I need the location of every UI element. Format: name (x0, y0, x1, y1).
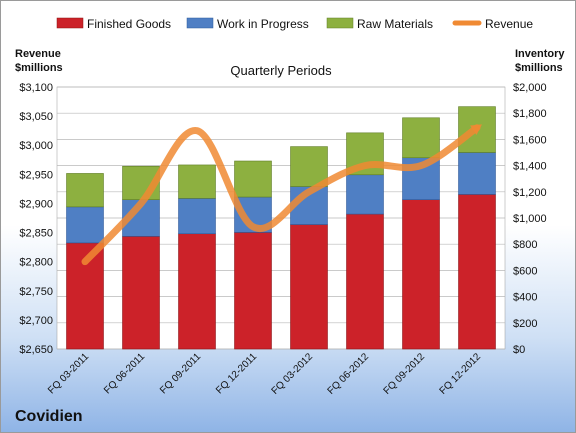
legend-label-revenue: Revenue (485, 17, 533, 31)
right-axis-title-line1: Inventory (515, 48, 565, 60)
legend-label-finished-goods: Finished Goods (87, 17, 171, 31)
category-label: FQ 12-2011 (214, 351, 259, 396)
left-tick-label: $2,750 (19, 286, 53, 298)
left-tick-label: $2,700 (19, 315, 53, 327)
left-axis-title-line2: $millions (15, 62, 63, 74)
bar-finished-goods (122, 236, 160, 350)
left-tick-label: $2,950 (19, 169, 53, 181)
right-tick-label: $1,600 (513, 134, 547, 146)
bar-finished-goods (402, 199, 440, 350)
left-tick-label: $3,000 (19, 140, 53, 152)
left-tick-label: $2,900 (19, 198, 53, 210)
legend-swatch-work-in-progress (186, 17, 214, 29)
category-label: FQ 09-2011 (158, 351, 203, 396)
category-label: FQ 12-2012 (438, 351, 484, 397)
legend-label-raw-materials: Raw Materials (357, 17, 433, 31)
right-tick-label: $600 (513, 265, 537, 277)
bar-finished-goods (346, 213, 384, 350)
left-tick-label: $2,850 (19, 228, 53, 240)
left-tick-label: $2,650 (19, 344, 53, 356)
bar-finished-goods (290, 224, 328, 350)
bar-finished-goods (234, 232, 272, 350)
bar-raw-materials (178, 164, 216, 199)
left-tick-label: $3,050 (19, 111, 53, 123)
right-tick-label: $1,200 (513, 187, 547, 199)
right-axis-title-line2: $millions (515, 62, 563, 74)
legend-swatch-raw-materials (326, 17, 354, 29)
left-axis-ticks: $2,650 $2,700 $2,750 $2,800 $2,850 $2,900 $2,9… (19, 82, 53, 356)
right-tick-label: $1,000 (513, 213, 547, 225)
right-tick-label: $800 (513, 239, 537, 251)
category-labels: FQ 03-2011 FQ 06-2011 FQ 09-2011 FQ 12-2011… (46, 351, 483, 397)
right-axis-ticks: $0 $200 $400 $600 $800 $1,000 $1,200 $1,400 $1,6… (513, 82, 547, 356)
revenue-arrowhead (470, 124, 482, 136)
legend: Finished Goods Work in Progress Raw Mate… (56, 17, 533, 31)
chart-title: Quarterly Periods (230, 63, 332, 78)
bar-finished-goods (178, 233, 216, 350)
left-tick-label: $2,800 (19, 257, 53, 269)
left-tick-label: $3,100 (19, 82, 53, 94)
bar-finished-goods (458, 194, 496, 350)
category-label: FQ 06-2012 (326, 351, 372, 397)
revenue-line-path (81, 124, 481, 266)
right-tick-label: $400 (513, 292, 537, 304)
left-axis-title-line1: Revenue (15, 48, 61, 60)
bar-work-in-progress (66, 206, 104, 244)
bars (66, 106, 496, 350)
bar-work-in-progress (178, 198, 216, 235)
category-label: FQ 03-2011 (46, 351, 91, 396)
category-label: FQ 06-2011 (102, 351, 147, 396)
right-tick-label: $2,000 (513, 82, 547, 94)
bar-raw-materials (290, 146, 328, 187)
right-tick-label: $1,400 (513, 161, 547, 173)
company-name: Covidien (15, 408, 83, 425)
bar-work-in-progress (346, 174, 384, 215)
legend-swatch-finished-goods (56, 17, 84, 29)
category-label: FQ 03-2012 (270, 351, 316, 397)
bar-raw-materials (402, 117, 440, 159)
right-tick-label: $1,800 (513, 108, 547, 120)
bar-raw-materials (66, 173, 104, 208)
bar-work-in-progress (458, 152, 496, 195)
right-tick-label: $0 (513, 344, 525, 356)
right-tick-label: $200 (513, 318, 537, 330)
revenue-line (81, 124, 482, 266)
legend-label-work-in-progress: Work in Progress (217, 17, 309, 31)
bar-raw-materials (234, 160, 272, 198)
category-label: FQ 09-2012 (382, 351, 428, 397)
